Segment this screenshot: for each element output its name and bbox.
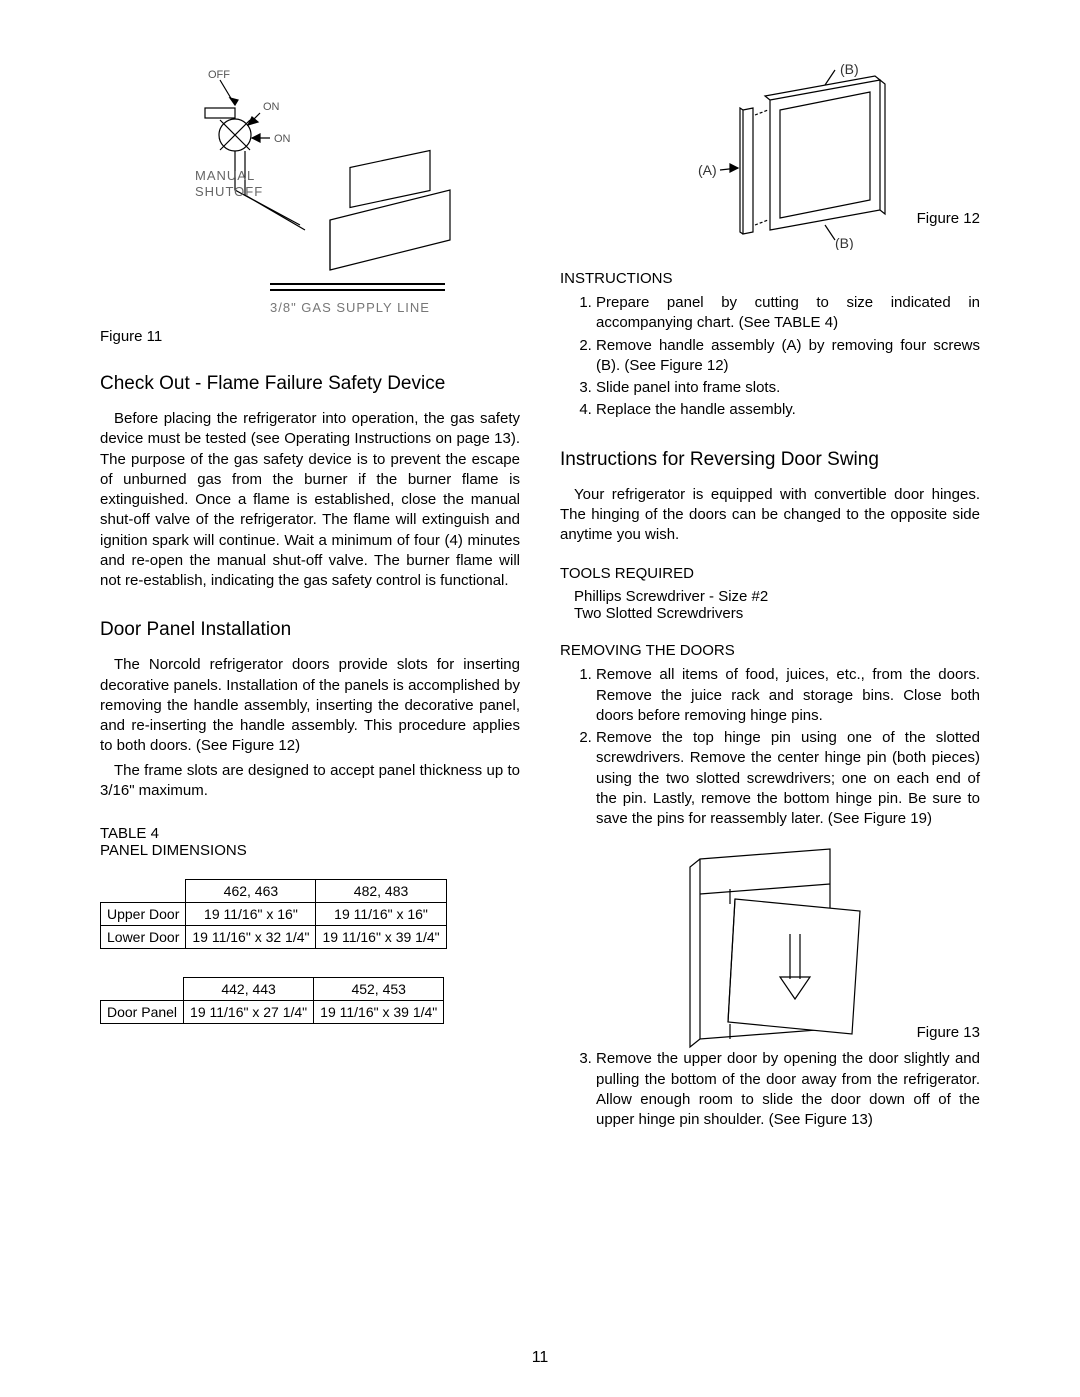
t2-h2: 452, 453 (314, 978, 444, 1001)
page-number: 11 (0, 1349, 1080, 1367)
figure-12-caption: Figure 12 (917, 210, 980, 227)
t1-r1-label: Upper Door (101, 903, 186, 926)
figure-12-svg: (B) (B) (A) (610, 60, 930, 250)
svg-text:OFF: OFF (208, 69, 230, 81)
door-panel-p2: The frame slots are designed to accept p… (100, 761, 520, 802)
tool-1: Phillips Screwdriver - Size #2 (574, 588, 980, 605)
figure-13-caption: Figure 13 (917, 1024, 980, 1041)
svg-text:MANUAL: MANUAL (195, 168, 255, 183)
svg-text:(B): (B) (840, 61, 859, 77)
removing-doors-label: REMOVING THE DOORS (560, 642, 980, 659)
t2-r1-c2: 19 11/16" x 39 1/4" (314, 1001, 444, 1024)
removing-doors-list: Remove all items of food, juices, etc., … (560, 665, 980, 829)
heading-door-panel: Door Panel Installation (100, 619, 520, 641)
t1-r2-label: Lower Door (101, 926, 186, 949)
t1-r1-c2: 19 11/16" x 16" (316, 903, 446, 926)
door-panel-p1: The Norcold refrigerator doors provide s… (100, 655, 520, 756)
svg-text:(B): (B) (835, 235, 854, 250)
svg-text:SHUTOFF: SHUTOFF (195, 184, 263, 199)
svg-text:ON: ON (274, 133, 291, 145)
figure-11-caption: Figure 11 (100, 328, 520, 345)
instructions-list: Prepare panel by cutting to size indicat… (560, 293, 980, 421)
instructions-label: INSTRUCTIONS (560, 270, 980, 287)
reverse-door-p1: Your refrigerator is equipped with conve… (560, 485, 980, 546)
instruction-2: Remove handle assembly (A) by removing f… (596, 336, 980, 377)
removing-step-3: Remove the upper door by opening the doo… (596, 1049, 980, 1130)
figure-11: OFF ON ON MANUAL SHUTOFF 3/8" GAS SUPPLY… (100, 60, 520, 345)
figure-11-svg: OFF ON ON MANUAL SHUTOFF 3/8" GAS SUPPLY… (150, 60, 470, 320)
instruction-3: Slide panel into frame slots. (596, 378, 980, 398)
svg-text:3/8" GAS SUPPLY LINE: 3/8" GAS SUPPLY LINE (270, 300, 430, 315)
heading-check-out: Check Out - Flame Failure Safety Device (100, 373, 520, 395)
table-4-header: TABLE 4 PANEL DIMENSIONS (100, 825, 520, 859)
figure-13-svg (640, 839, 900, 1049)
heading-reverse-door: Instructions for Reversing Door Swing (560, 449, 980, 471)
panel-dimensions-table-1: 462, 463 482, 483 Upper Door 19 11/16" x… (100, 879, 447, 949)
table-4-label: TABLE 4 (100, 825, 520, 842)
t2-h1: 442, 443 (184, 978, 314, 1001)
t1-h2: 482, 483 (316, 880, 446, 903)
table-4-title: PANEL DIMENSIONS (100, 842, 520, 859)
instruction-1: Prepare panel by cutting to size indicat… (596, 293, 980, 334)
check-out-paragraph: Before placing the refrigerator into ope… (100, 409, 520, 591)
t1-r2-c2: 19 11/16" x 39 1/4" (316, 926, 446, 949)
t1-r2-c1: 19 11/16" x 32 1/4" (186, 926, 316, 949)
figure-13: Figure 13 (560, 839, 980, 1049)
removing-doors-list-cont: Remove the upper door by opening the doo… (560, 1049, 980, 1130)
t1-h1: 462, 463 (186, 880, 316, 903)
figure-12: (B) (B) (A) Figure 12 (560, 60, 980, 250)
svg-text:ON: ON (263, 101, 280, 113)
tools-list: Phillips Screwdriver - Size #2 Two Slott… (560, 588, 980, 622)
removing-step-1: Remove all items of food, juices, etc., … (596, 665, 980, 726)
t2-r1-c1: 19 11/16" x 27 1/4" (184, 1001, 314, 1024)
panel-dimensions-table-2: 442, 443 452, 453 Door Panel 19 11/16" x… (100, 977, 444, 1024)
tool-2: Two Slotted Screwdrivers (574, 605, 980, 622)
t2-r1-label: Door Panel (101, 1001, 184, 1024)
t1-r1-c1: 19 11/16" x 16" (186, 903, 316, 926)
tools-required-label: TOOLS REQUIRED (560, 565, 980, 582)
svg-text:(A): (A) (698, 162, 717, 178)
removing-step-2: Remove the top hinge pin using one of th… (596, 728, 980, 829)
instruction-4: Replace the handle assembly. (596, 400, 980, 420)
